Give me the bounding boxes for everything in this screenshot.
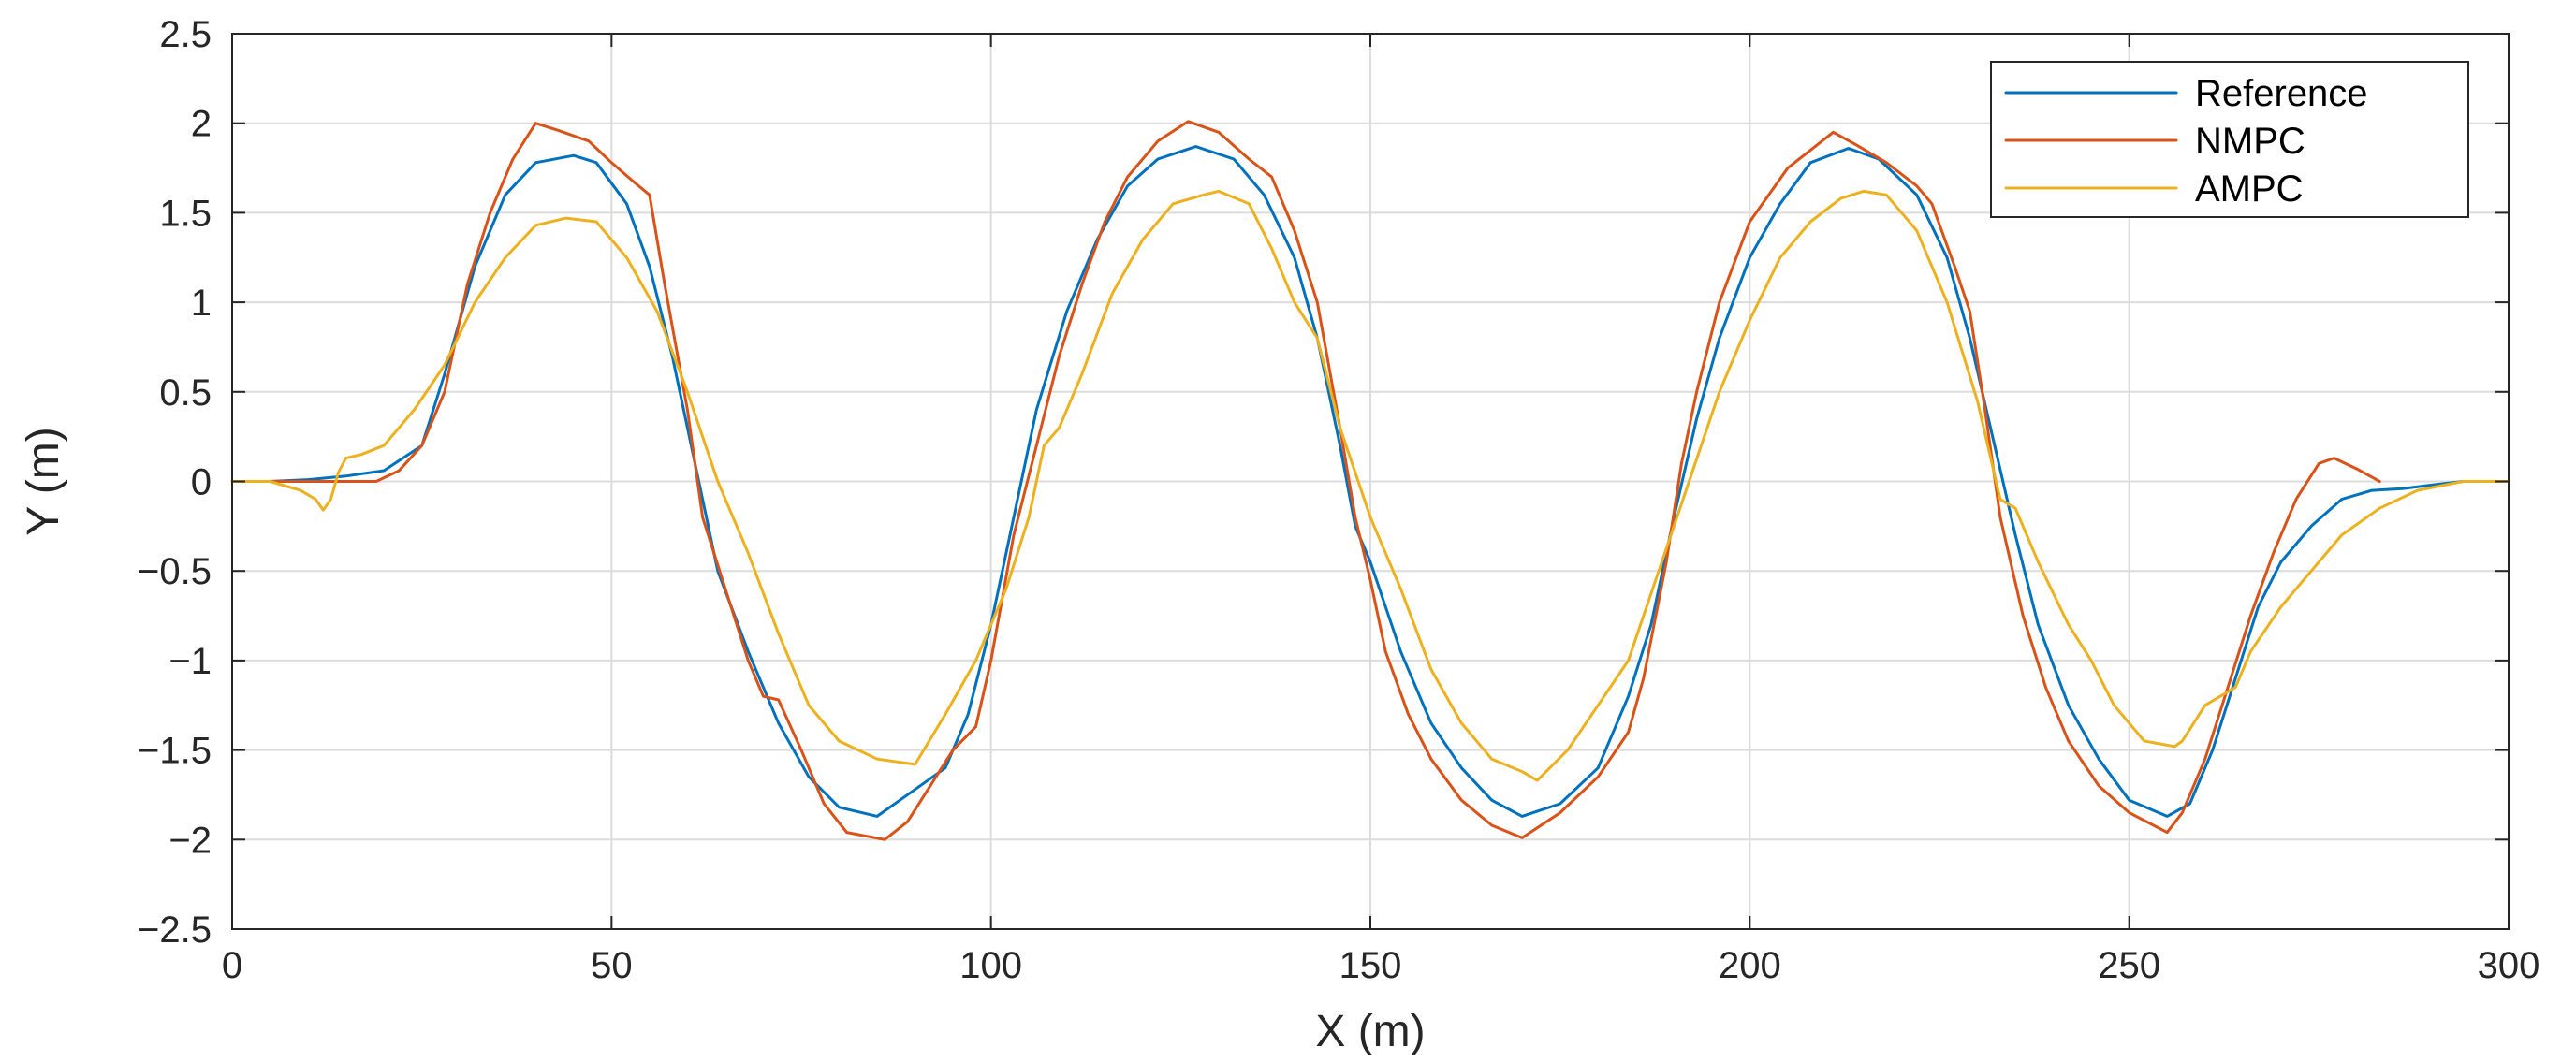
x-tick-label: 0 xyxy=(222,945,242,986)
y-tick-label: 1 xyxy=(191,283,212,324)
y-tick-label: 2.5 xyxy=(159,14,212,55)
series-line-nmpc xyxy=(230,120,2381,841)
y-tick-label: 2 xyxy=(191,104,212,145)
y-axis-label: Y (m) xyxy=(19,427,68,535)
x-tick-label: 50 xyxy=(591,945,633,986)
y-tick-label: −1.5 xyxy=(138,731,212,772)
x-tick-label: 200 xyxy=(1719,945,1781,986)
legend-label-ampc: AMPC xyxy=(2195,168,2304,210)
x-tick-label: 250 xyxy=(2098,945,2160,986)
legend-label-nmpc: NMPC xyxy=(2195,121,2305,162)
y-tick-label: 1.5 xyxy=(159,193,212,234)
series-line-reference xyxy=(230,145,2510,818)
x-axis-label: X (m) xyxy=(1315,1007,1425,1056)
y-tick-label: 0.5 xyxy=(159,372,212,414)
y-tick-label: −2 xyxy=(168,820,212,861)
x-tick-label: 150 xyxy=(1339,945,1402,986)
axis-ticks xyxy=(231,33,2510,930)
axis-tick-labels: 0 50 100 150 200 250 300 −2.5 −2 −1.5 −1 −0.5 0 0.5 1 1… xyxy=(138,14,2539,986)
x-tick-label: 100 xyxy=(959,945,1022,986)
series-line-ampc xyxy=(230,189,2510,782)
y-tick-label: −0.5 xyxy=(138,551,212,592)
y-tick-label: −1 xyxy=(168,641,212,682)
legend-label-reference: Reference xyxy=(2195,73,2368,114)
y-tick-label: −2.5 xyxy=(138,909,212,951)
y-tick-label: 0 xyxy=(191,462,212,503)
x-tick-label: 300 xyxy=(2478,945,2540,986)
legend: Reference NMPC AMPC xyxy=(1990,61,2469,218)
series-layer xyxy=(230,120,2510,841)
